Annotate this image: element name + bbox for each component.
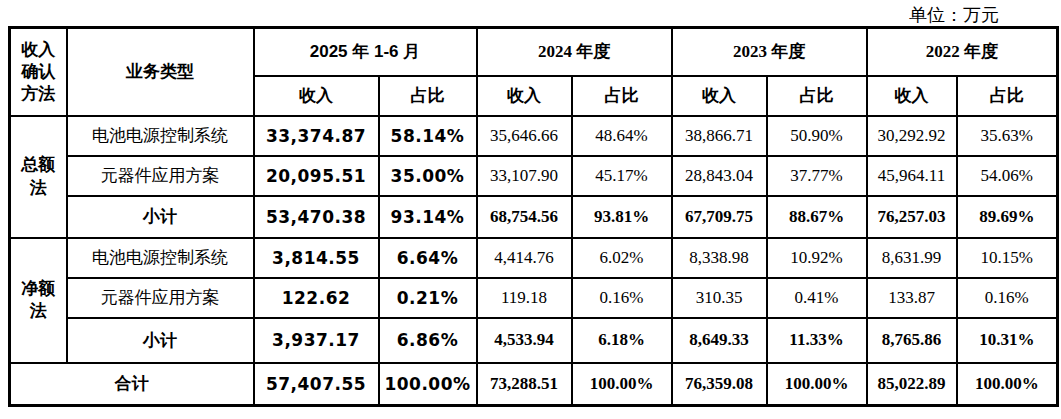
value-cell: 85,022.89 bbox=[867, 363, 957, 406]
corner-header-cell: 收入确认方法 bbox=[10, 28, 67, 116]
business-type-header-cell: 业务类型 bbox=[67, 28, 254, 116]
value-cell: 100.00% bbox=[572, 363, 672, 406]
value-cell: 33,374.87 bbox=[254, 116, 379, 156]
value-cell: 35,646.66 bbox=[477, 116, 572, 156]
method-label-net: 净额法 bbox=[10, 238, 67, 363]
value-cell: 0.16% bbox=[957, 278, 1058, 318]
value-cell: 8,649.33 bbox=[672, 318, 767, 363]
value-cell: 10.15% bbox=[957, 238, 1058, 278]
value-cell: 30,292.92 bbox=[867, 116, 957, 156]
value-cell: 0.21% bbox=[379, 278, 477, 318]
table-row: 元器件应用方案 122.62 0.21% 119.18 0.16% 310.35… bbox=[10, 278, 1058, 318]
table-row: 净额法 电池电源控制系统 3,814.55 6.64% 4,414.76 6.0… bbox=[10, 238, 1058, 278]
table-row: 元器件应用方案 20,095.51 35.00% 33,107.90 45.17… bbox=[10, 156, 1058, 196]
value-cell: 50.90% bbox=[767, 116, 867, 156]
value-cell: 67,709.75 bbox=[672, 196, 767, 238]
method-label-gross: 总额法 bbox=[10, 116, 67, 238]
subheader-ratio-2022: 占比 bbox=[957, 76, 1058, 116]
value-cell: 33,107.90 bbox=[477, 156, 572, 196]
value-cell: 58.14% bbox=[379, 116, 477, 156]
value-cell: 76,359.08 bbox=[672, 363, 767, 406]
value-cell: 93.14% bbox=[379, 196, 477, 238]
subheader-ratio-2024: 占比 bbox=[572, 76, 672, 116]
subheader-income-2024: 收入 bbox=[477, 76, 572, 116]
subheader-income-2025: 收入 bbox=[254, 76, 379, 116]
value-cell: 122.62 bbox=[254, 278, 379, 318]
value-cell: 6.86% bbox=[379, 318, 477, 363]
value-cell: 11.33% bbox=[767, 318, 867, 363]
unit-label: 单位：万元 bbox=[0, 0, 1061, 26]
value-cell: 93.81% bbox=[572, 196, 672, 238]
value-cell: 0.16% bbox=[572, 278, 672, 318]
period-header-2022: 2022 年度 bbox=[867, 28, 1058, 76]
subheader-ratio-2023: 占比 bbox=[767, 76, 867, 116]
subtotal-label: 小计 bbox=[67, 196, 254, 238]
revenue-recognition-table: 收入确认方法 业务类型 2025 年 1-6 月 2024 年度 2023 年度… bbox=[8, 26, 1059, 407]
business-type-cell: 元器件应用方案 bbox=[67, 156, 254, 196]
subheader-income-2023: 收入 bbox=[672, 76, 767, 116]
value-cell: 4,414.76 bbox=[477, 238, 572, 278]
total-row: 合计 57,407.55 100.00% 73,288.51 100.00% 7… bbox=[10, 363, 1058, 406]
subtotal-row: 小计 53,470.38 93.14% 68,754.56 93.81% 67,… bbox=[10, 196, 1058, 238]
subheader-ratio-2025: 占比 bbox=[379, 76, 477, 116]
value-cell: 8,765.86 bbox=[867, 318, 957, 363]
value-cell: 3,814.55 bbox=[254, 238, 379, 278]
value-cell: 53,470.38 bbox=[254, 196, 379, 238]
value-cell: 133.87 bbox=[867, 278, 957, 318]
value-cell: 6.64% bbox=[379, 238, 477, 278]
value-cell: 100.00% bbox=[379, 363, 477, 406]
value-cell: 88.67% bbox=[767, 196, 867, 238]
value-cell: 6.18% bbox=[572, 318, 672, 363]
value-cell: 8,631.99 bbox=[867, 238, 957, 278]
business-type-cell: 电池电源控制系统 bbox=[67, 238, 254, 278]
subtotal-row: 小计 3,937.17 6.86% 4,533.94 6.18% 8,649.3… bbox=[10, 318, 1058, 363]
value-cell: 73,288.51 bbox=[477, 363, 572, 406]
value-cell: 310.35 bbox=[672, 278, 767, 318]
value-cell: 48.64% bbox=[572, 116, 672, 156]
value-cell: 10.92% bbox=[767, 238, 867, 278]
period-header-2024: 2024 年度 bbox=[477, 28, 672, 76]
header-row-periods: 收入确认方法 业务类型 2025 年 1-6 月 2024 年度 2023 年度… bbox=[10, 28, 1058, 76]
value-cell: 4,533.94 bbox=[477, 318, 572, 363]
business-type-cell: 元器件应用方案 bbox=[67, 278, 254, 318]
value-cell: 37.77% bbox=[767, 156, 867, 196]
value-cell: 28,843.04 bbox=[672, 156, 767, 196]
period-header-2025: 2025 年 1-6 月 bbox=[254, 28, 477, 76]
subtotal-label: 小计 bbox=[67, 318, 254, 363]
subheader-income-2022: 收入 bbox=[867, 76, 957, 116]
value-cell: 100.00% bbox=[957, 363, 1058, 406]
value-cell: 38,866.71 bbox=[672, 116, 767, 156]
value-cell: 20,095.51 bbox=[254, 156, 379, 196]
value-cell: 45,964.11 bbox=[867, 156, 957, 196]
value-cell: 35.63% bbox=[957, 116, 1058, 156]
value-cell: 10.31% bbox=[957, 318, 1058, 363]
value-cell: 6.02% bbox=[572, 238, 672, 278]
value-cell: 89.69% bbox=[957, 196, 1058, 238]
total-label: 合计 bbox=[10, 363, 254, 406]
value-cell: 68,754.56 bbox=[477, 196, 572, 238]
value-cell: 45.17% bbox=[572, 156, 672, 196]
business-type-cell: 电池电源控制系统 bbox=[67, 116, 254, 156]
period-header-2023: 2023 年度 bbox=[672, 28, 867, 76]
table-row: 总额法 电池电源控制系统 33,374.87 58.14% 35,646.66 … bbox=[10, 116, 1058, 156]
value-cell: 8,338.98 bbox=[672, 238, 767, 278]
value-cell: 76,257.03 bbox=[867, 196, 957, 238]
value-cell: 119.18 bbox=[477, 278, 572, 318]
value-cell: 35.00% bbox=[379, 156, 477, 196]
value-cell: 54.06% bbox=[957, 156, 1058, 196]
value-cell: 3,937.17 bbox=[254, 318, 379, 363]
value-cell: 57,407.55 bbox=[254, 363, 379, 406]
value-cell: 0.41% bbox=[767, 278, 867, 318]
value-cell: 100.00% bbox=[767, 363, 867, 406]
